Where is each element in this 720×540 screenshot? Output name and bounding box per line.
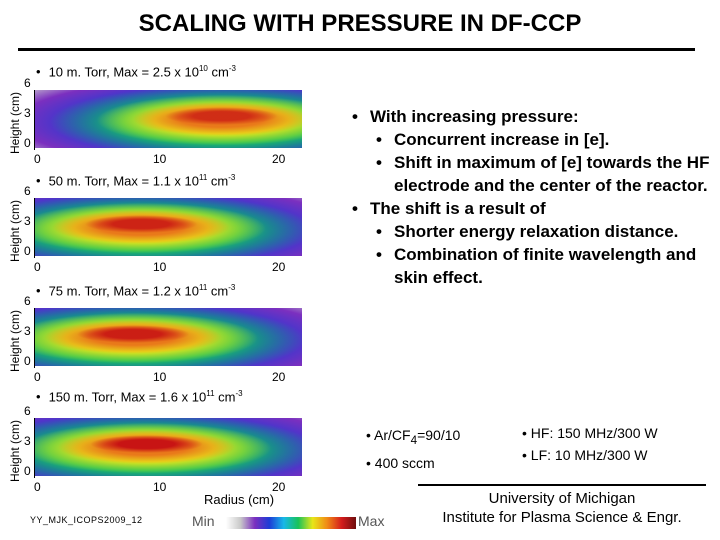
bullet-icon: • xyxy=(352,107,358,126)
y-tick-label: 0 xyxy=(24,136,31,150)
gas-flow: • 400 sccm xyxy=(366,454,435,471)
y-tick-label: 3 xyxy=(24,434,31,448)
colorbar-max-label: Max xyxy=(358,513,385,529)
y-tick-label: 0 xyxy=(24,354,31,368)
hf-power: • HF: 150 MHz/300 W xyxy=(522,425,658,441)
x-tick-label: 20 xyxy=(272,370,286,384)
bullet-icon: • xyxy=(352,199,358,218)
bullet-item: • The shift is a result of xyxy=(352,199,546,218)
findings-list: • With increasing pressure: • Concurrent i… xyxy=(350,105,710,289)
bullet-icon: • xyxy=(376,130,382,149)
slide-id: YY_MJK_ICOPS2009_12 xyxy=(30,515,143,525)
bullet-icon: • xyxy=(376,245,382,264)
y-tick-label: 3 xyxy=(24,106,31,120)
x-axis-label: Radius (cm) xyxy=(204,492,275,507)
y-tick-label: 6 xyxy=(24,76,31,90)
y-tick-label: 3 xyxy=(24,214,31,228)
x-tick-label: 0 xyxy=(34,480,41,494)
x-tick-label: 0 xyxy=(34,152,41,166)
power-conditions: • HF: 150 MHz/300 W • LF: 10 MHz/300 W xyxy=(522,422,658,466)
affiliation-rule xyxy=(418,484,706,486)
y-axis-line xyxy=(34,198,35,258)
y-axis-label: Height (cm) xyxy=(8,419,22,482)
density-contour-plot xyxy=(34,198,302,256)
lf-power: • LF: 10 MHz/300 W xyxy=(522,447,648,463)
bullet-icon: • xyxy=(36,389,41,405)
pressure-label: • 150 m. Torr, Max = 1.6 x 1011 cm-3 xyxy=(36,389,243,405)
gas-mix: • Ar/CF4=90/10 xyxy=(366,427,461,447)
y-axis-label: Height (cm) xyxy=(8,91,22,154)
y-axis-line xyxy=(34,308,35,368)
bullet-icon: • xyxy=(376,153,382,172)
y-tick-label: 6 xyxy=(24,294,31,308)
x-tick-label: 20 xyxy=(272,152,286,166)
pressure-label: • 75 m. Torr, Max = 1.2 x 1011 cm-3 xyxy=(36,283,236,299)
x-tick-label: 10 xyxy=(153,480,167,494)
title-underline xyxy=(18,48,695,51)
slide-title: SCALING WITH PRESSURE IN DF-CCP xyxy=(138,10,582,37)
colorbar-min-label: Min xyxy=(192,513,215,529)
x-tick-label: 10 xyxy=(153,260,167,274)
bullet-item: • Shift in maximum of [e] towards the HF … xyxy=(376,153,710,195)
affiliation-line2: Institute for Plasma Science & Engr. xyxy=(442,509,682,526)
y-axis-label: Height (cm) xyxy=(8,199,22,262)
bullet-item: • Concurrent increase in [e]. xyxy=(376,130,610,149)
colorbar xyxy=(226,517,356,529)
y-tick-label: 6 xyxy=(24,184,31,198)
x-tick-label: 10 xyxy=(153,152,167,166)
density-contour-plot xyxy=(34,308,302,366)
affiliation: University of Michigan Institute for Pla… xyxy=(418,489,706,527)
x-tick-label: 20 xyxy=(272,260,286,274)
bullet-icon: • xyxy=(376,222,382,241)
bullet-icon: • xyxy=(36,64,41,80)
bullet-item: • Combination of finite wavelength and sk… xyxy=(376,245,697,287)
pressure-label: • 10 m. Torr, Max = 2.5 x 1010 cm-3 xyxy=(36,64,236,80)
bullet-icon: • xyxy=(366,427,371,443)
bullet-icon: • xyxy=(366,454,371,471)
y-tick-label: 0 xyxy=(24,464,31,478)
density-contour-plot xyxy=(34,90,302,148)
bullet-icon: • xyxy=(522,447,527,463)
x-tick-label: 10 xyxy=(153,370,167,384)
y-tick-label: 3 xyxy=(24,324,31,338)
y-axis-line xyxy=(34,418,35,478)
gas-conditions: • Ar/CF4=90/10 • 400 sccm xyxy=(366,424,460,474)
x-tick-label: 0 xyxy=(34,260,41,274)
bullet-item: • Shorter energy relaxation distance. xyxy=(376,222,679,241)
x-tick-label: 20 xyxy=(272,480,286,494)
bullet-icon: • xyxy=(36,283,41,299)
y-tick-label: 6 xyxy=(24,404,31,418)
bullet-item: • With increasing pressure: xyxy=(352,107,579,126)
y-axis-label: Height (cm) xyxy=(8,309,22,372)
bullet-icon: • xyxy=(36,173,41,189)
bullet-icon: • xyxy=(522,425,527,441)
density-contour-plot xyxy=(34,418,302,476)
y-axis-line xyxy=(34,90,35,150)
affiliation-line1: University of Michigan xyxy=(488,490,636,507)
pressure-label: • 50 m. Torr, Max = 1.1 x 1011 cm-3 xyxy=(36,173,236,189)
x-tick-label: 0 xyxy=(34,370,41,384)
y-tick-label: 0 xyxy=(24,244,31,258)
